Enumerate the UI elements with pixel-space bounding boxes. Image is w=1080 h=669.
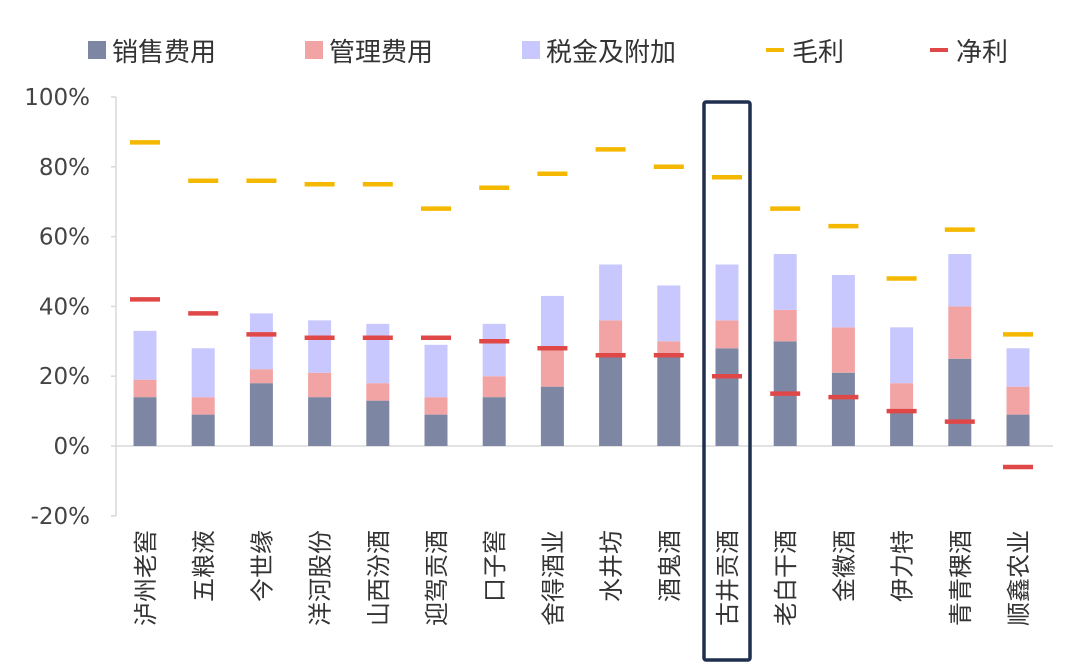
y-tick-label: 0% (54, 434, 91, 460)
bar-segment (831, 372, 855, 446)
bar-segment (308, 320, 332, 373)
bar-segment (366, 400, 390, 446)
bar-segment (657, 285, 681, 342)
bar-segment (599, 355, 623, 446)
bar-segment (191, 397, 215, 415)
x-tick-label: 古井贡酒 (714, 530, 742, 626)
bar-segment (948, 254, 972, 307)
legend-swatch-tax (522, 41, 540, 59)
bar-segment (191, 414, 215, 446)
bar-segment (249, 369, 273, 384)
bar-segment (249, 313, 273, 370)
bar-segment (482, 397, 506, 446)
x-tick-label: 今世缘 (248, 530, 276, 602)
y-tick-label: -20% (31, 504, 90, 530)
bar-segment (133, 397, 157, 446)
legend-dash-net (930, 48, 948, 52)
x-tick-label: 青青稞酒 (947, 530, 975, 626)
legend-label-sales: 销售费用 (112, 37, 217, 68)
legend-label-gross: 毛利 (792, 37, 845, 68)
bar-segment (540, 386, 564, 446)
bar-segment (1006, 348, 1030, 387)
y-tick-label: 100% (24, 85, 90, 111)
y-tick-label: 40% (39, 294, 90, 320)
highlight-box (702, 100, 752, 662)
bar-segment (308, 397, 332, 446)
bar-segment (657, 355, 681, 446)
x-tick-label: 水井坊 (598, 530, 626, 602)
bar-segment (1006, 386, 1030, 415)
x-tick-label: 老白干酒 (772, 530, 800, 626)
y-tick-label: 80% (39, 155, 90, 181)
y-tick-label: 20% (39, 364, 90, 390)
legend-label-admin: 管理费用 (329, 37, 434, 68)
bar-segment (657, 341, 681, 356)
bar-segment (890, 383, 914, 412)
legend-item-gross: 毛利 (766, 30, 844, 70)
legend-item-net: 净利 (930, 30, 1008, 70)
bar-segment (715, 264, 739, 321)
legend-swatch-sales (88, 41, 106, 59)
x-tick-label: 金徽酒 (830, 530, 858, 602)
legend-item-sales: 销售费用 (88, 30, 216, 70)
bar-segment (424, 414, 448, 446)
bar-segment (1006, 414, 1030, 446)
bar-segment (366, 383, 390, 401)
bar-segment (482, 376, 506, 398)
legend-swatch-admin (305, 41, 323, 59)
x-tick-label: 酒鬼酒 (656, 530, 684, 602)
x-tick-label: 口子窖 (481, 530, 509, 602)
y-tick-label: 60% (39, 225, 90, 251)
bar-segment (366, 323, 390, 384)
x-tick-label: 顺鑫农业 (1005, 530, 1033, 626)
bar-segment (948, 306, 972, 359)
bar-segment (831, 327, 855, 373)
x-tick-label: 五粮液 (190, 530, 218, 602)
bar-segment (715, 320, 739, 349)
bar-segment (482, 323, 506, 377)
x-tick-label: 洋河股份 (307, 530, 335, 626)
bar-segment (191, 348, 215, 398)
bar-segment (133, 330, 157, 380)
bar-segment (715, 348, 739, 446)
x-tick-label: 泸州老窖 (132, 530, 160, 626)
bar-segment (599, 320, 623, 356)
bar-segment (773, 254, 797, 310)
bar-segment (540, 348, 564, 387)
bar-segment (249, 383, 273, 446)
legend-label-net: 净利 (956, 37, 1009, 68)
x-tick-label: 伊力特 (889, 530, 917, 602)
x-tick-label: 山西汾酒 (365, 530, 393, 626)
bar-segment (831, 274, 855, 328)
bar-segment (424, 397, 448, 415)
bar-segment (890, 411, 914, 446)
bar-segment (890, 327, 914, 384)
x-tick-label: 舍得酒业 (539, 530, 567, 626)
bar-segment (599, 264, 623, 321)
bar-segment (133, 379, 157, 398)
bar-segment (424, 344, 448, 398)
legend-dash-gross (766, 48, 784, 52)
bar-segment (540, 295, 564, 349)
bar-segment (773, 309, 797, 342)
legend-item-tax: 税金及附加 (522, 30, 676, 70)
bar-segment (948, 358, 972, 446)
legend-label-tax: 税金及附加 (546, 37, 677, 68)
legend-item-admin: 管理费用 (305, 30, 433, 70)
x-tick-label: 迎驾贡酒 (423, 530, 451, 626)
bar-segment (308, 372, 332, 398)
